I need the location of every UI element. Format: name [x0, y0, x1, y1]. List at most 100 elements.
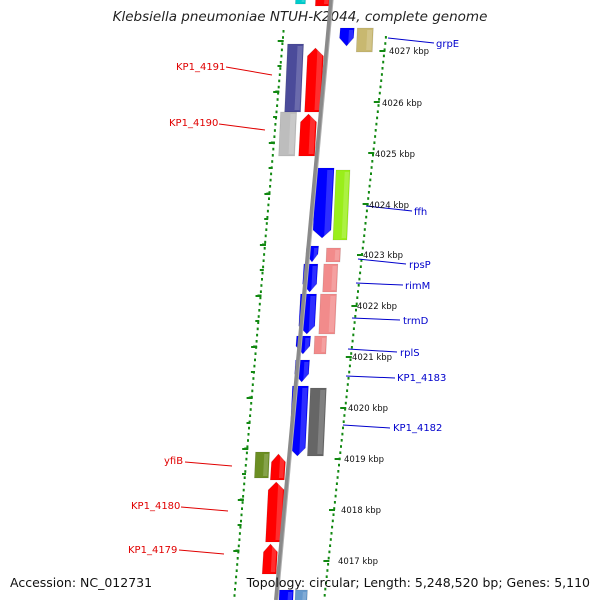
ring-dot	[360, 259, 363, 262]
ring-dot	[266, 209, 269, 213]
ring-dot	[363, 234, 366, 237]
gene-highlight	[270, 546, 277, 572]
ring-dot	[237, 544, 240, 548]
ring-dot	[337, 470, 340, 473]
gene-label-kp1-4183: KP1_4183	[397, 373, 446, 384]
ring-dot	[367, 197, 370, 200]
ring-dot	[275, 116, 277, 120]
ring-dot	[325, 575, 328, 578]
ring-dot	[333, 507, 336, 510]
ring-dot	[364, 222, 367, 225]
gene-highlight	[304, 338, 310, 352]
scale-label: 4023 kbp	[363, 251, 403, 261]
scale-label: 4019 kbp	[344, 455, 384, 465]
forward-gene-leader	[355, 282, 404, 286]
forward-gene-leader	[342, 424, 391, 429]
ring-dot	[331, 525, 334, 529]
forward-gene-leader	[351, 317, 401, 321]
ring-dot	[358, 277, 361, 281]
outer-dotted-ring	[233, 30, 285, 597]
scale-minor-tick	[239, 498, 244, 501]
gene-highlight	[308, 296, 316, 332]
ring-dot	[259, 296, 262, 300]
ring-dot	[378, 91, 381, 95]
ring-dot	[346, 383, 349, 386]
ring-dot	[278, 79, 281, 83]
scale-minor-tick	[250, 371, 255, 373]
gene-highlight	[299, 388, 308, 454]
ring-dot	[347, 377, 350, 380]
ring-dot	[332, 513, 335, 516]
forward-gene-leader	[345, 375, 396, 379]
scale-minor-tick	[257, 294, 262, 297]
ring-dot	[357, 284, 360, 287]
ring-dot	[245, 451, 248, 455]
scale-minor-tick	[268, 167, 273, 169]
ring-dot	[242, 495, 245, 498]
gene-label-yfib: yfiB	[164, 456, 183, 467]
scale-minor-tick	[264, 218, 269, 220]
scale-minor-tick	[248, 396, 253, 399]
topology-label: Topology: circular; Length: 5,248,520 bp…	[246, 575, 590, 590]
reverse-gene-leader	[225, 66, 273, 76]
ring-dot	[361, 246, 364, 250]
ring-dot	[344, 401, 347, 405]
ring-dot	[276, 104, 279, 107]
scale-tick-inner	[323, 560, 330, 562]
gene-highlight	[308, 116, 316, 154]
ring-dot	[327, 563, 330, 566]
ring-dot	[247, 439, 249, 442]
ring-dot	[348, 370, 351, 374]
ring-dot	[379, 85, 382, 89]
gene-arrow	[278, 589, 294, 600]
ring-dot	[262, 265, 265, 269]
ring-dot	[238, 538, 241, 541]
ring-dot	[382, 60, 385, 64]
backbone-axis	[274, 0, 334, 600]
scale-minor-tick	[270, 141, 275, 144]
ring-dot	[357, 290, 359, 293]
scale-minor-tick	[235, 549, 240, 552]
ring-dot	[250, 402, 253, 405]
forward-gene-leader	[357, 258, 407, 265]
scale-label: 4021 kbp	[352, 353, 392, 363]
ring-dot	[257, 315, 260, 318]
ring-dot	[240, 513, 243, 517]
scale-minor-tick	[246, 422, 251, 424]
ring-dot	[365, 209, 368, 213]
ring-dot	[369, 178, 372, 182]
ring-dot	[323, 594, 326, 597]
ring-dot	[273, 135, 276, 138]
ring-dot	[249, 408, 252, 411]
scale-tick-inner	[368, 152, 375, 154]
scale-tick-inner	[379, 50, 386, 52]
gene-label-rpls: rplS	[400, 348, 420, 359]
gene-arrow	[261, 543, 278, 575]
ring-dot	[367, 191, 370, 194]
gene-highlight	[302, 592, 307, 600]
gene-highlight	[287, 592, 293, 600]
gene-label-kp1-4191: KP1_4191	[176, 62, 225, 73]
gene-arrow	[295, 0, 306, 5]
ring-dot	[265, 228, 268, 231]
reverse-gene-leader	[218, 123, 266, 131]
gene-arrow	[312, 167, 335, 239]
gene-highlight	[313, 248, 318, 260]
scale-label: 4027 kbp	[389, 47, 429, 57]
accession-label: Accession: NC_012731	[10, 575, 153, 590]
ring-dot	[239, 526, 242, 529]
ring-dot	[261, 278, 263, 281]
axis-highlight	[277, 0, 334, 600]
ring-dot	[263, 247, 266, 250]
gene-highlight	[348, 30, 354, 44]
scale-tick-inner	[340, 407, 347, 409]
ring-dot	[381, 67, 384, 70]
ring-dot	[236, 557, 239, 560]
gene-arrow	[339, 27, 355, 47]
ring-dot	[235, 575, 238, 579]
ring-dot	[324, 587, 327, 591]
ring-dot	[329, 544, 332, 547]
ring-dot	[370, 166, 373, 169]
ring-dot	[339, 451, 342, 454]
